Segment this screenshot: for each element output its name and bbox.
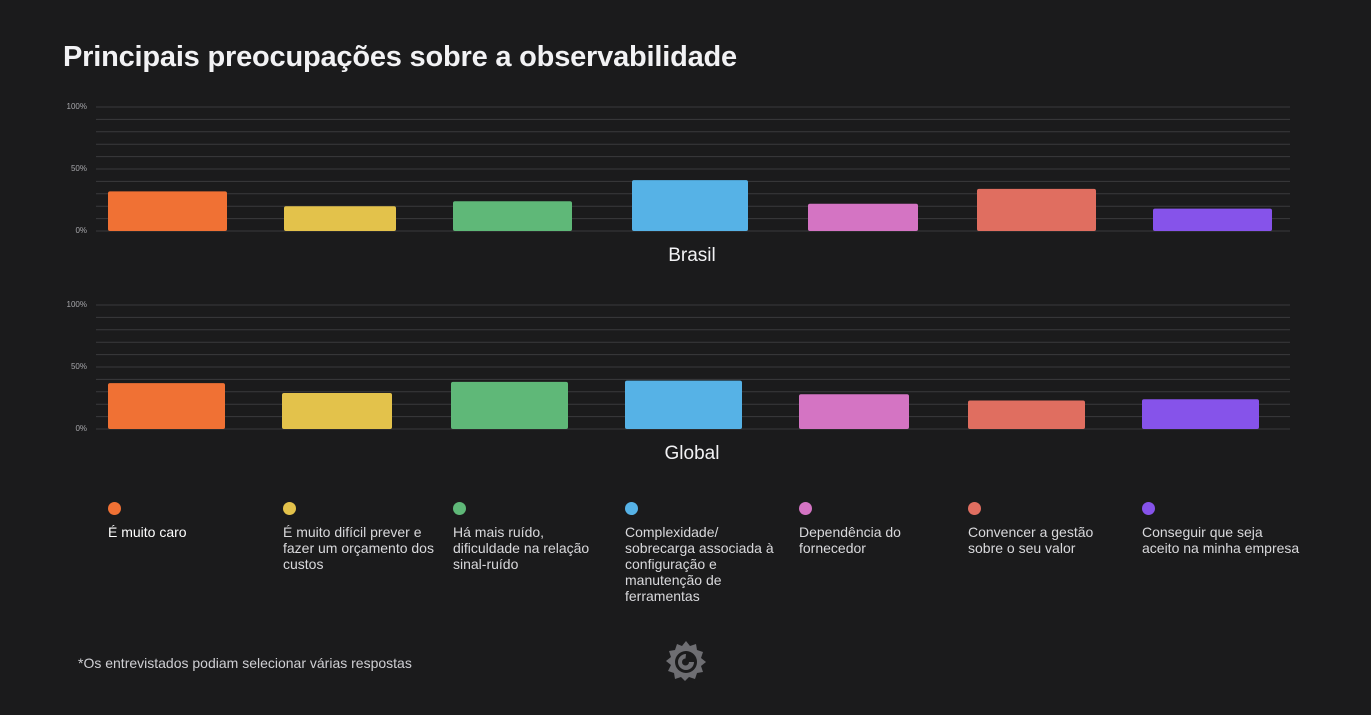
legend-item-muito-caro: É muito caro	[108, 502, 268, 540]
legend-item-aceito: Conseguir que seja aceito na minha empre…	[1142, 502, 1302, 556]
y-tick-label: 100%	[67, 300, 87, 309]
bar-2	[284, 206, 396, 231]
bar-4	[625, 380, 742, 429]
y-tick-label: 0%	[75, 424, 87, 433]
legend-label: Há mais ruído, dificuldade na relação si…	[453, 524, 590, 572]
legend-dot	[1142, 502, 1155, 515]
legend-label: É muito difícil prever e fazer um orçame…	[283, 524, 434, 572]
global-bar-chart: 0% 50% 100% Global	[67, 300, 1290, 464]
legend-item-complexidade: Complexidade/ sobrecarga associada à con…	[625, 502, 785, 604]
y-tick-label: 0%	[75, 226, 87, 235]
bar-1	[108, 383, 225, 429]
brasil-bar-chart: 0% 50% 100% Brasil	[67, 102, 1290, 266]
legend-dot	[453, 502, 466, 515]
bar-5	[799, 394, 909, 429]
legend-item-gestao: Convencer a gestão sobre o seu valor	[968, 502, 1128, 556]
bar-2	[282, 393, 392, 429]
chart-title: Brasil	[668, 245, 716, 266]
legend-label: Convencer a gestão sobre o seu valor	[968, 524, 1094, 556]
bar-3	[451, 381, 568, 429]
legend-dot	[968, 502, 981, 515]
legend-label: Conseguir que seja aceito na minha empre…	[1142, 524, 1300, 556]
legend-label: Complexidade/ sobrecarga associada à con…	[625, 524, 774, 604]
bar-6	[968, 400, 1085, 429]
bar-7	[1142, 399, 1259, 429]
y-tick-label: 50%	[71, 164, 87, 173]
legend-item-orcamento: É muito difícil prever e fazer um orçame…	[283, 502, 443, 572]
bar-7	[1153, 208, 1272, 231]
legend-dot	[283, 502, 296, 515]
legend-dot	[108, 502, 121, 515]
bar-6	[977, 188, 1096, 231]
legend: É muito caro É muito difícil prever e fa…	[0, 502, 1371, 612]
bar-3	[453, 201, 572, 231]
legend-item-fornecedor: Dependência do fornecedor	[799, 502, 959, 556]
page-title: Principais preocupações sobre a observab…	[63, 41, 737, 73]
legend-dot	[799, 502, 812, 515]
legend-item-ruido: Há mais ruído, dificuldade na relação si…	[453, 502, 613, 572]
legend-label: Dependência do fornecedor	[799, 524, 901, 556]
grafana-logo-icon	[666, 641, 706, 681]
footnote: *Os entrevistados podiam selecionar vári…	[78, 655, 412, 671]
bar-5	[808, 203, 918, 231]
bar-1	[108, 191, 227, 231]
chart-title: Global	[665, 443, 720, 464]
y-tick-label: 100%	[67, 102, 87, 111]
legend-label: É muito caro	[108, 524, 187, 540]
legend-dot	[625, 502, 638, 515]
bar-4	[632, 180, 748, 231]
y-tick-label: 50%	[71, 362, 87, 371]
